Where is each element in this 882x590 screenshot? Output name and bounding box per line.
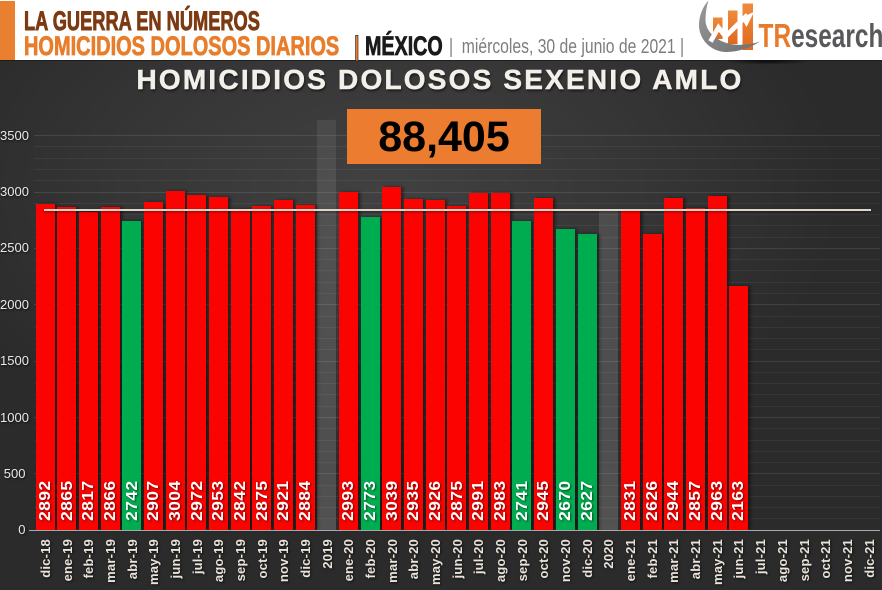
svg-text:TResearch: TResearch xyxy=(759,19,882,55)
